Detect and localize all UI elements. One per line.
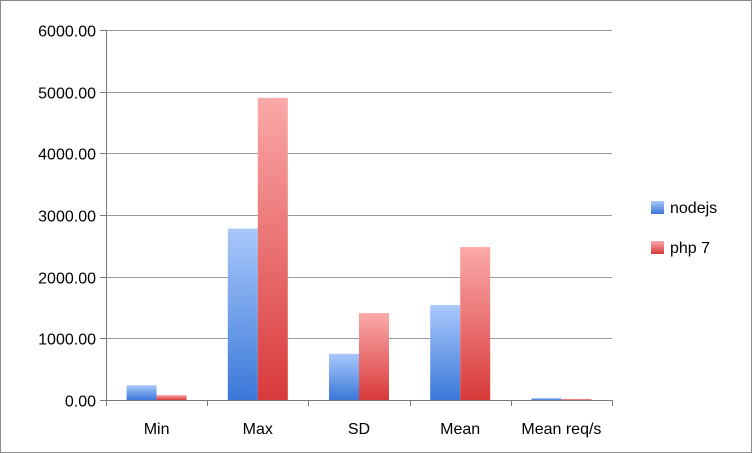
axes xyxy=(100,30,613,406)
bars xyxy=(126,97,592,400)
bar-nodejs-min xyxy=(126,385,157,400)
bar-nodejs-mean xyxy=(430,305,461,400)
y-tick-label: 6000.00 xyxy=(38,24,96,41)
bar-nodejs-mean-req-s xyxy=(531,398,562,400)
legend-label: php 7 xyxy=(670,240,710,257)
legend-swatch-php-7 xyxy=(651,241,664,254)
y-tick-label: 0.00 xyxy=(65,394,96,411)
bar-php-7-max xyxy=(257,97,288,400)
bar-php-7-mean xyxy=(460,247,491,400)
tick-labels: 0.00 1000.00 2000.00 3000.00 4000.00 5000.00 6… xyxy=(38,24,601,439)
bar-php-7-min xyxy=(156,395,187,400)
x-tick-label: Mean xyxy=(440,421,480,438)
bar-nodejs-max xyxy=(227,228,258,400)
bar-nodejs-sd xyxy=(329,353,359,400)
bar-php-7-sd xyxy=(359,313,389,400)
y-tick-label: 5000.00 xyxy=(38,86,96,103)
bar-php-7-mean-req-s xyxy=(561,399,592,400)
x-tick-label: Min xyxy=(144,421,170,438)
x-tick-label: Mean req/s xyxy=(521,421,601,438)
legend-swatch-nodejs xyxy=(651,201,664,214)
y-tick-label: 1000.00 xyxy=(38,332,96,349)
grid-lines xyxy=(106,30,612,339)
legend: nodejs php 7 xyxy=(651,200,717,257)
y-tick-label: 3000.00 xyxy=(38,209,96,226)
x-tick-label: Max xyxy=(243,421,273,438)
y-tick-label: 4000.00 xyxy=(38,147,96,164)
legend-label: nodejs xyxy=(670,200,717,217)
x-tick-label: SD xyxy=(348,421,370,438)
y-tick-label: 2000.00 xyxy=(38,271,96,288)
